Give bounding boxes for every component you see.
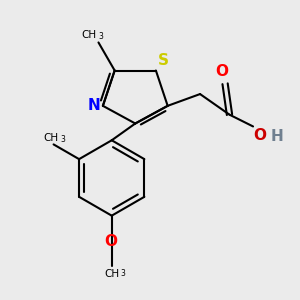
Text: CH: CH [44, 133, 59, 143]
Text: S: S [158, 53, 169, 68]
Text: CH: CH [82, 29, 97, 40]
Text: O: O [104, 234, 117, 249]
Text: 3: 3 [61, 135, 66, 144]
Text: 3: 3 [121, 269, 125, 278]
Text: 3: 3 [99, 32, 104, 41]
Text: N: N [88, 98, 100, 113]
Text: O: O [253, 128, 266, 143]
Text: O: O [216, 64, 229, 79]
Text: H: H [270, 129, 283, 144]
Text: CH: CH [104, 269, 119, 279]
